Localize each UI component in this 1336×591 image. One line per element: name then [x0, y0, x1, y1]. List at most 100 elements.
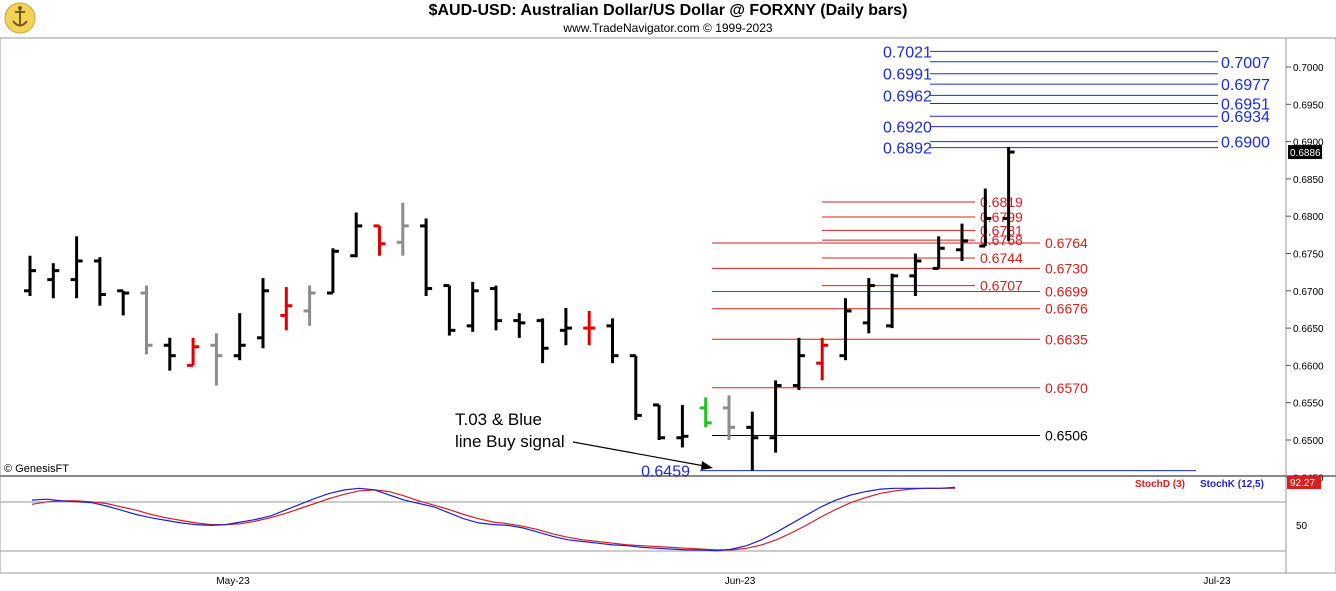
- x-axis-label: Jul-23: [1203, 576, 1231, 587]
- ohlc-bar: [490, 285, 502, 331]
- copyright-label: © GenesisFT: [4, 463, 69, 475]
- level-label: 0.6744: [980, 250, 1023, 266]
- ohlc-bar: [210, 333, 223, 386]
- ohlc-bar: [466, 281, 479, 332]
- price-tick-label: 0.6800: [1293, 212, 1324, 223]
- ohlc-bar: [24, 255, 36, 297]
- price-tick-label: 0.6500: [1293, 436, 1324, 447]
- ohlc-bar: [956, 223, 968, 261]
- level-label: 0.6920: [883, 120, 932, 137]
- ohlc-bar: [1002, 146, 1015, 241]
- ohlc-bar: [559, 307, 572, 346]
- level-label: 0.6951: [1221, 97, 1270, 114]
- annotation-arrowhead: [701, 461, 713, 470]
- anchor-logo-icon: [4, 2, 36, 34]
- level-label: 0.6707: [980, 278, 1023, 294]
- ohlc-bar: [257, 278, 269, 349]
- level-label: 0.6699: [1045, 284, 1088, 300]
- price-tick-label: 0.6900: [1293, 138, 1324, 149]
- level-label: 0.6570: [1045, 380, 1088, 396]
- ohlc-bar: [653, 403, 666, 440]
- ohlc-bar: [70, 236, 83, 299]
- ohlc-bar: [47, 263, 60, 299]
- ohlc-bar: [443, 284, 456, 336]
- ohlc-bar: [816, 337, 829, 381]
- level-label: 0.6892: [883, 141, 932, 158]
- ohlc-bar: [606, 318, 619, 364]
- price-tick-label: 0.6600: [1293, 361, 1324, 372]
- stochk-line: [31, 486, 956, 552]
- ohlc-bar: [163, 337, 176, 371]
- annotation-arrow: [572, 441, 711, 468]
- ohlc-bar: [280, 287, 293, 331]
- chart-header: $AUD-USD: Australian Dollar/US Dollar @ …: [0, 0, 1336, 38]
- price-axis-panel: [1285, 37, 1336, 574]
- level-label: 0.6962: [883, 88, 932, 105]
- ohlc-bar: [746, 411, 759, 471]
- price-tick-label: 0.6550: [1293, 399, 1324, 410]
- ohlc-bar: [420, 218, 433, 297]
- level-label: 0.7021: [883, 44, 932, 61]
- ohlc-bar: [769, 380, 782, 453]
- x-axis-label: May-23: [216, 576, 250, 587]
- level-label: 0.6768: [980, 232, 1023, 248]
- level-label: 0.6764: [1045, 235, 1088, 251]
- last-price-badge: [1288, 145, 1322, 160]
- level-label: 0.6676: [1045, 301, 1088, 317]
- ohlc-bar: [723, 395, 735, 440]
- ohlc-bar: [140, 285, 153, 355]
- ohlc-bar: [629, 354, 642, 420]
- level-label: 0.6730: [1045, 260, 1088, 276]
- x-axis-label: Jun-23: [725, 576, 756, 587]
- level-label: 0.6799: [980, 209, 1023, 225]
- stoch-last-badge: [1287, 476, 1321, 489]
- ohlc-bar: [676, 404, 689, 448]
- price-tick-label: 0.6750: [1293, 250, 1324, 261]
- ohlc-bar: [93, 257, 106, 306]
- chart-title: $AUD-USD: Australian Dollar/US Dollar @ …: [428, 2, 908, 19]
- ohlc-bar: [886, 273, 899, 329]
- price-tick-label: 0.6850: [1293, 175, 1324, 186]
- ohlc-bar: [513, 313, 526, 338]
- price-tick-label: 0.6650: [1293, 324, 1324, 335]
- price-tick-label: 0.6950: [1293, 100, 1324, 111]
- ohlc-bar: [862, 278, 875, 334]
- ohlc-bar: [350, 212, 363, 258]
- ohlc-bar: [326, 248, 339, 295]
- stochd-line: [31, 487, 955, 551]
- level-label: 0.6781: [980, 222, 1023, 238]
- ohlc-bar: [536, 318, 549, 364]
- plot-frame: [0, 37, 1287, 574]
- stoch-last-value: 92.27: [1290, 478, 1315, 489]
- ohlc-bar: [909, 253, 922, 297]
- last-price-label: 0.6886: [1290, 148, 1321, 159]
- level-label: 0.6506: [1045, 428, 1088, 444]
- ohlc-bar: [792, 337, 805, 391]
- level-label: 0.6977: [1221, 77, 1270, 94]
- ohlc-bar: [233, 313, 246, 361]
- annotation-line-2: line Buy signal: [455, 432, 565, 451]
- ohlc-bar: [303, 285, 316, 326]
- level-label: 0.6819: [980, 194, 1023, 210]
- annotation-line-1: T.03 & Blue: [455, 410, 542, 429]
- level-label: 0.6991: [883, 67, 932, 84]
- ohlc-bar: [396, 202, 409, 256]
- level-label: 0.6900: [1221, 135, 1270, 152]
- ohlc-bar: [583, 310, 596, 346]
- ohlc-bar: [932, 236, 945, 270]
- chart-subtitle: www.TradeNavigator.com © 1999-2023: [563, 21, 773, 35]
- stochk-legend: StochK (12,5): [1200, 479, 1264, 490]
- ohlc-bar: [187, 337, 200, 367]
- level-label: 0.6635: [1045, 331, 1088, 347]
- ohlc-bar: [699, 397, 712, 428]
- ohlc-bar: [979, 188, 992, 248]
- stochd-legend: StochD (3): [1135, 479, 1185, 490]
- ohlc-bar: [117, 289, 130, 316]
- level-label: 0.7007: [1221, 55, 1270, 72]
- ohlc-bar: [373, 224, 386, 256]
- price-tick-label: 0.6700: [1293, 287, 1324, 298]
- level-label: 0.6459: [641, 464, 690, 481]
- price-tick-label: 0.7000: [1293, 63, 1324, 74]
- ohlc-bar: [839, 298, 852, 361]
